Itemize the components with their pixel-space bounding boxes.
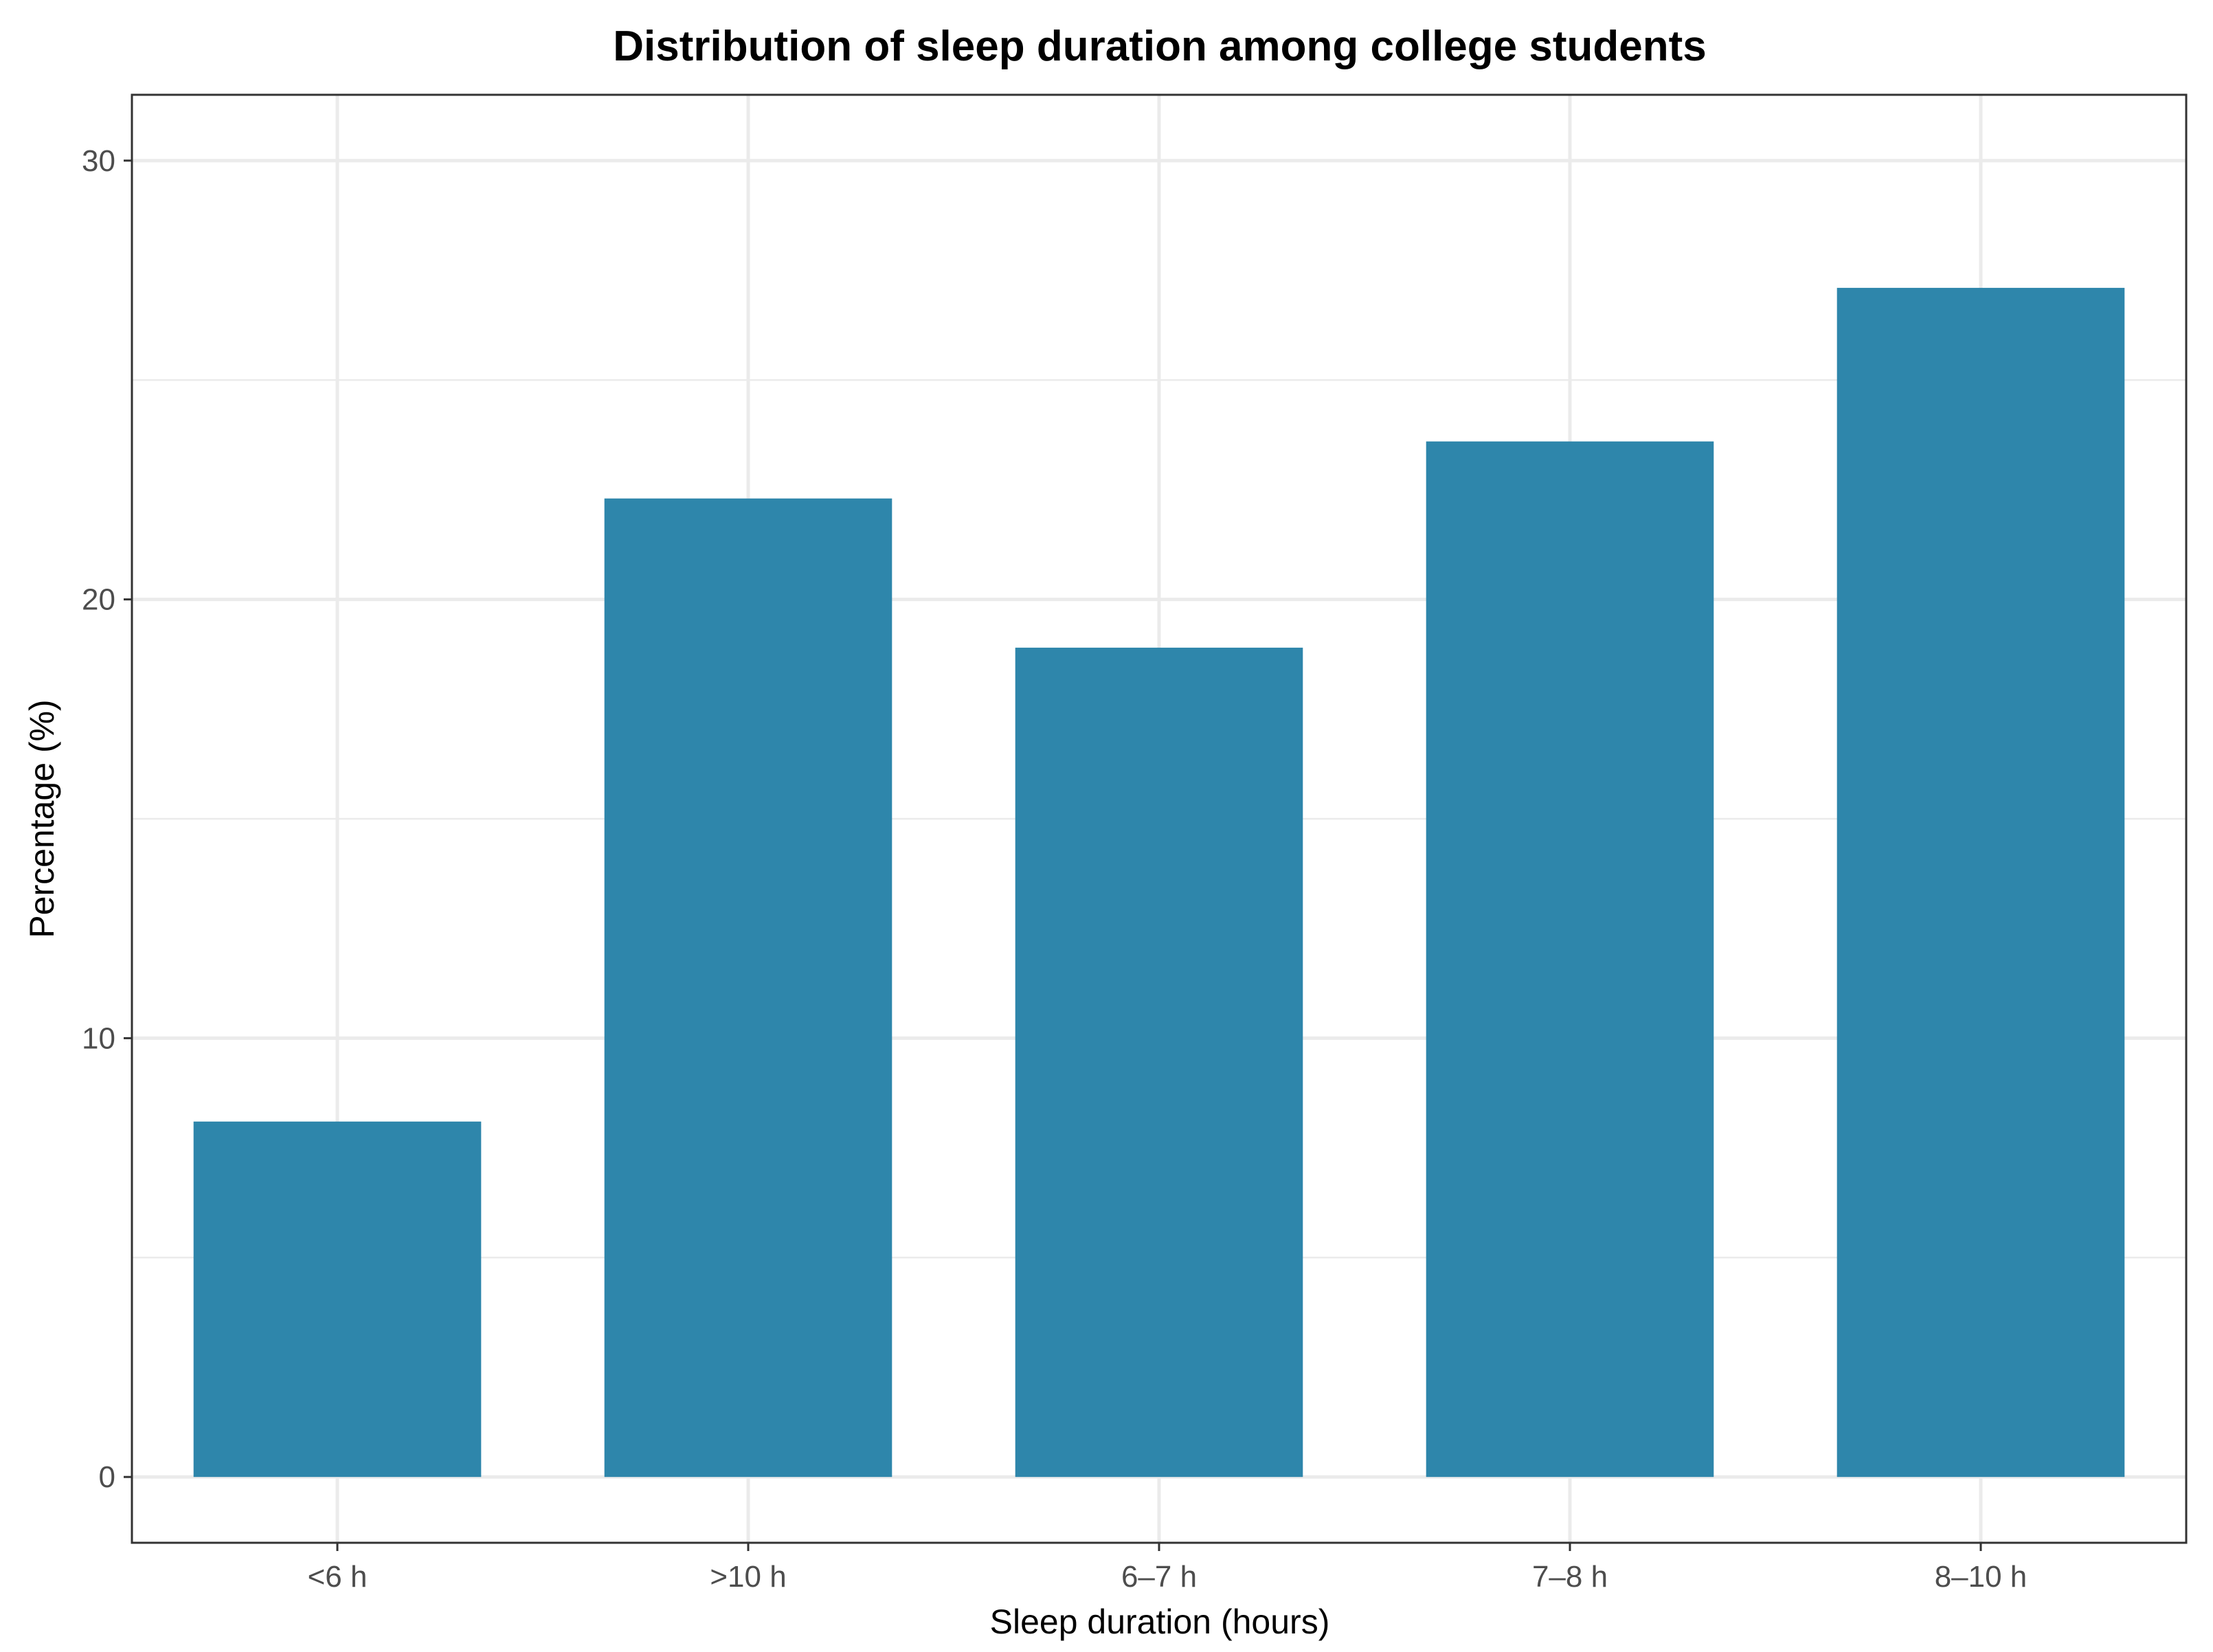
y-tick-label: 30 [82,144,115,178]
bar [1015,647,1303,1478]
y-axis: 0 10 20 30 [82,144,132,1494]
y-tick-label: 10 [82,1021,115,1055]
x-tick-label: 7–8 h [1532,1560,1608,1594]
x-tick-label: 6–7 h [1121,1560,1197,1594]
chart-title: Distribution of sleep duration among col… [613,23,1706,70]
y-tick-label: 0 [99,1460,115,1494]
y-tick-label: 20 [82,583,115,617]
y-axis-title: Percentage (%) [23,699,61,938]
bars [193,288,2125,1478]
x-tick-label: >10 h [710,1560,786,1594]
x-tick-label: <6 h [308,1560,368,1594]
x-tick-label: 8–10 h [1935,1560,2027,1594]
bar [193,1121,482,1478]
bar [1426,441,1714,1478]
bar [1836,288,2125,1478]
x-axis-title: Sleep duration (hours) [990,1603,1330,1641]
bar [604,498,892,1478]
x-axis: <6 h >10 h 6–7 h 7–8 h 8–10 h [308,1543,2027,1594]
